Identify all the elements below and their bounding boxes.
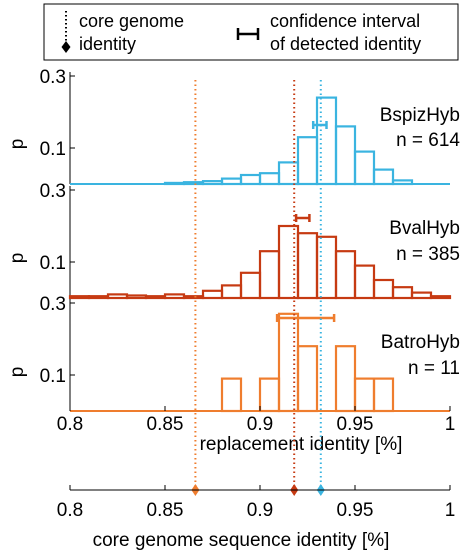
panel-2-bar-13 xyxy=(296,232,319,300)
legend-core-diamond-icon xyxy=(61,41,71,53)
panel-1-bar-18 xyxy=(391,179,414,186)
legend-ci-label-2: of detected identity xyxy=(270,34,421,54)
panel-3-bar-13 xyxy=(296,345,319,413)
panel-2-bar-15 xyxy=(334,250,357,300)
legend-core-label-2: identity xyxy=(79,34,136,54)
bottom-xtick-label-4: 0.95 xyxy=(337,500,374,521)
top-xtick-label-4: 0.95 xyxy=(337,414,374,435)
replacement-identity-axis-title: replacement identity [%] xyxy=(200,434,403,455)
panel-2-bar-7 xyxy=(182,295,205,300)
panel-2-bar-2 xyxy=(87,295,110,300)
panel-1-ytick-label-1: 0.1 xyxy=(40,139,66,160)
panel-2-bar-9 xyxy=(220,284,243,300)
bottom-xtick-label-1: 0.8 xyxy=(57,500,83,521)
panel-3-bar-15 xyxy=(334,345,357,413)
panel-1-bar-6 xyxy=(163,181,186,186)
panel-2-bar-14 xyxy=(315,235,338,300)
panel-1-bar-9 xyxy=(220,177,243,186)
panel-2-ytick-label-2: 0.3 xyxy=(40,181,66,202)
panel-1-bar-15 xyxy=(334,125,357,186)
panel-1-name: BspizHyb xyxy=(380,105,460,126)
replacement-identity-axis: 0.8 0.85 0.9 0.95 1 xyxy=(57,406,456,435)
panel-1-bar-16 xyxy=(353,150,376,186)
panel-3-confidence-interval xyxy=(275,314,336,322)
panel-3-bar-11 xyxy=(258,377,281,413)
legend-box xyxy=(43,3,459,61)
legend: core genome identity confidence interval… xyxy=(43,3,459,61)
panel-1-n: n = 614 xyxy=(396,130,460,151)
panel-2-bar-1 xyxy=(68,295,91,300)
panel-1-bar-13 xyxy=(296,136,319,186)
panel-2-bar-4 xyxy=(125,294,148,300)
panel-3-ytick-label-1: 0.1 xyxy=(40,366,66,387)
panel-2-confidence-interval xyxy=(294,214,311,222)
panel-2-bar-6 xyxy=(163,293,186,300)
top-xtick-label-3: 0.9 xyxy=(247,414,273,435)
panel-3-bar-17 xyxy=(372,377,395,413)
top-xtick-label-5: 1 xyxy=(445,414,456,435)
panel-3-ylabel: p xyxy=(7,367,28,378)
core-genome-identity-axis: 0.8 0.85 0.9 0.95 1 xyxy=(57,485,456,521)
panel-2-bar-11 xyxy=(258,250,281,300)
panel-3: 0.1 0.3 BatroHyb n = 11 xyxy=(40,294,460,413)
legend-core-label-1: core genome xyxy=(79,11,184,31)
panel-1: 0.1 0.3 BspizHyb n = 614 xyxy=(40,67,460,186)
panel-2-bar-19 xyxy=(410,291,433,300)
panel-2-bar-3 xyxy=(106,293,129,300)
panel-3-bar-16 xyxy=(353,377,376,413)
panel-1-bar-17 xyxy=(372,168,395,186)
panel-3-ytick-label-2: 0.3 xyxy=(40,294,66,315)
panel-2-bar-10 xyxy=(239,271,262,300)
panel-3-name: BatroHyb xyxy=(381,332,460,353)
panel-1-ylabel: p xyxy=(7,139,28,150)
panel-2-bar-18 xyxy=(391,286,414,300)
legend-ci-label-1: confidence interval xyxy=(270,11,420,31)
panel-1-bar-7 xyxy=(182,181,205,186)
panel-2-bar-8 xyxy=(201,289,224,300)
panel-2-bar-20 xyxy=(429,295,452,300)
top-xtick-label-1: 0.8 xyxy=(57,414,83,435)
core-genome-identity-axis-title: core genome sequence identity [%] xyxy=(93,530,390,551)
bottom-xtick-label-3: 0.9 xyxy=(247,500,273,521)
panel-2-ytick-label-1: 0.1 xyxy=(40,253,66,274)
top-xtick-label-2: 0.85 xyxy=(147,414,184,435)
panel-2-name: BvalHyb xyxy=(389,218,460,239)
legend-ci-bar-icon xyxy=(236,28,260,40)
panel-1-bar-10 xyxy=(239,173,262,186)
panel-1-ytick-label-2: 0.3 xyxy=(40,67,66,88)
panel-1-bar-11 xyxy=(258,172,281,186)
panel-2-bar-5 xyxy=(144,295,167,300)
panel-2-bar-16 xyxy=(353,264,376,300)
panel-2-bar-17 xyxy=(372,278,395,300)
panel-2-n: n = 385 xyxy=(396,244,460,265)
panel-2-ylabel: p xyxy=(7,253,28,264)
panel-1-bar-8 xyxy=(201,180,224,186)
panel-3-n: n = 11 xyxy=(408,358,460,379)
bottom-xtick-label-2: 0.85 xyxy=(147,500,184,521)
panel-2: 0.1 0.3 BvalHyb n = 385 xyxy=(40,181,460,300)
panel-3-bar-9 xyxy=(220,377,243,413)
bottom-xtick-label-5: 1 xyxy=(445,500,456,521)
